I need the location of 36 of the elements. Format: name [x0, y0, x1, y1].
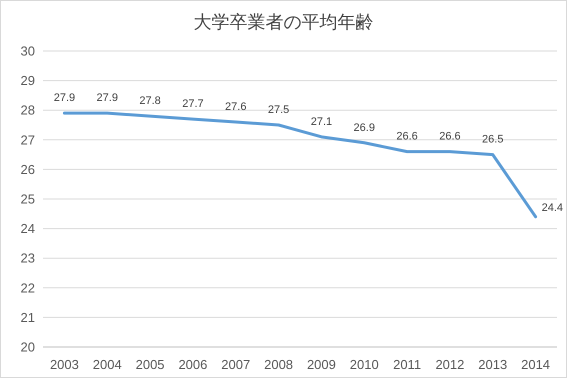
ytick: 24: [20, 221, 35, 236]
xtick: 2006: [178, 357, 208, 372]
xtick: 2009: [306, 357, 336, 372]
ytick: 26: [20, 162, 35, 177]
xtick: 2007: [221, 357, 250, 372]
ytick: 28: [20, 102, 35, 118]
data-label: 26.5: [482, 134, 504, 146]
xtick: 2003: [50, 357, 79, 372]
xtick: 2008: [264, 357, 294, 372]
ytick: 21: [20, 310, 35, 325]
xtick: 2012: [435, 357, 464, 372]
data-label: 27.1: [310, 116, 332, 128]
data-label: 27.5: [268, 104, 290, 116]
data-label: 26.9: [354, 122, 375, 134]
data-label: 26.6: [396, 130, 418, 143]
data-label: 26.6: [439, 130, 461, 143]
data-label: 27.7: [182, 98, 204, 110]
xtick: 2005: [136, 357, 165, 372]
data-label: 27.6: [225, 101, 246, 114]
ytick: 29: [20, 73, 35, 88]
title: 大学卒業者の平均年齢: [194, 12, 374, 32]
xtick: 2010: [350, 357, 379, 372]
xtick: 2014: [521, 357, 550, 372]
ytick: 30: [20, 44, 35, 58]
ytick: 27: [20, 132, 35, 148]
ytick: 20: [20, 340, 35, 354]
data-label: 27.9: [96, 92, 118, 104]
ytick: 22: [20, 280, 35, 296]
ytick: 25: [20, 192, 35, 206]
data-label: 24.4: [542, 202, 563, 214]
ytick: 23: [20, 250, 35, 266]
xtick: 2011: [393, 357, 422, 372]
xtick: 2013: [478, 357, 508, 372]
data-label: 27.8: [139, 95, 161, 108]
data-label: 27.9: [54, 92, 76, 104]
xtick: 2004: [92, 357, 122, 372]
